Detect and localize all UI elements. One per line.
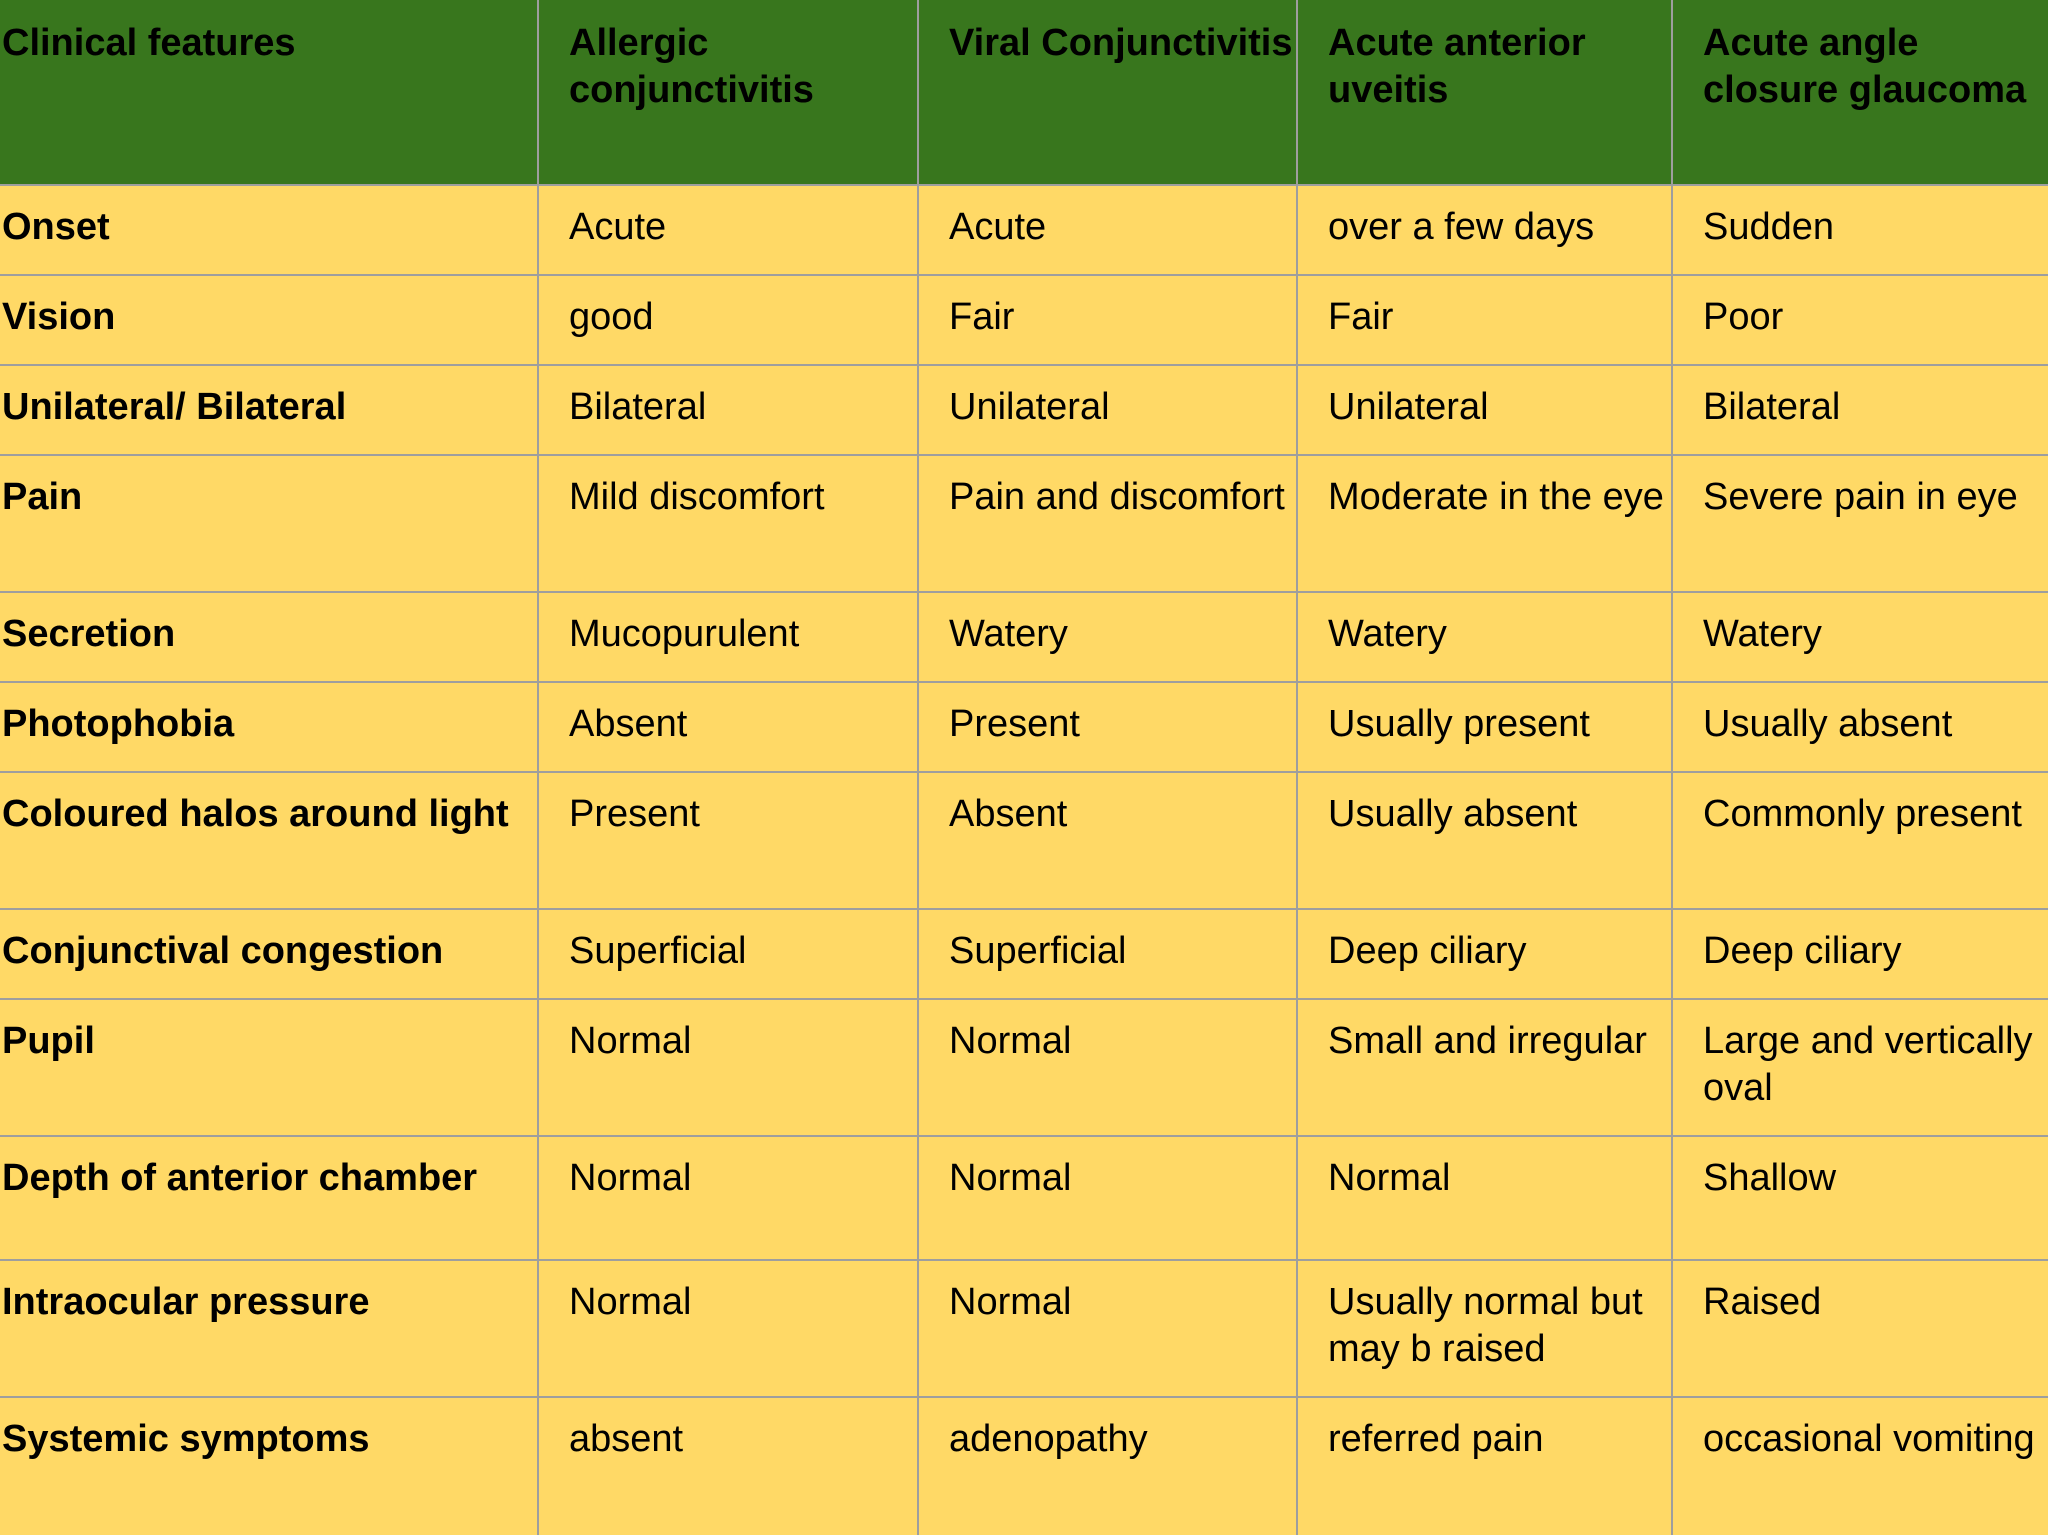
table-cell: absent: [537, 1396, 919, 1535]
table-cell: Unilateral: [917, 364, 1298, 456]
feature-cell: Coloured halos around light: [0, 771, 539, 910]
table-cell: Normal: [917, 998, 1298, 1137]
table-cell: Bilateral: [1671, 364, 2048, 456]
feature-cell: Secretion: [0, 591, 539, 683]
feature-cell: Conjunctival congestion: [0, 908, 539, 1000]
header-cell-clinical-features: Clinical features: [0, 0, 539, 186]
table-cell: Acute: [917, 184, 1298, 276]
table-row: Intraocular pressure Normal Normal Usual…: [0, 1259, 2048, 1398]
table-cell: referred pain: [1296, 1396, 1673, 1535]
table-cell: Shallow: [1671, 1135, 2048, 1261]
table-cell: Raised: [1671, 1259, 2048, 1398]
feature-cell: Photophobia: [0, 681, 539, 773]
table-cell: Small and irregular: [1296, 998, 1673, 1137]
table-cell: Watery: [917, 591, 1298, 683]
table-cell: Usually normal but may b raised: [1296, 1259, 1673, 1398]
feature-cell: Pain: [0, 454, 539, 593]
table-cell: Present: [917, 681, 1298, 773]
header-cell-acute-angle-closure-glaucoma: Acute angle closure glaucoma: [1671, 0, 2048, 186]
table-cell: Normal: [917, 1259, 1298, 1398]
table-row: Secretion Mucopurulent Watery Watery Wat…: [0, 591, 2048, 683]
feature-cell: Intraocular pressure: [0, 1259, 539, 1398]
table-cell: Watery: [1671, 591, 2048, 683]
table-cell: Pain and discomfort: [917, 454, 1298, 593]
table-cell: good: [537, 274, 919, 366]
table-cell: Deep ciliary: [1671, 908, 2048, 1000]
table-cell: Normal: [917, 1135, 1298, 1261]
table-row: Coloured halos around light Present Abse…: [0, 771, 2048, 910]
feature-cell: Depth of anterior chamber: [0, 1135, 539, 1261]
header-cell-acute-anterior-uveitis: Acute anterior uveitis: [1296, 0, 1673, 186]
header-row: Clinical features Allergic conjunctiviti…: [0, 0, 2048, 186]
table-cell: Superficial: [917, 908, 1298, 1000]
table-row: Depth of anterior chamber Normal Normal …: [0, 1135, 2048, 1261]
table-cell: Usually present: [1296, 681, 1673, 773]
table-row: Systemic symptoms absent adenopathy refe…: [0, 1396, 2048, 1535]
table-cell: Fair: [1296, 274, 1673, 366]
table-cell: Acute: [537, 184, 919, 276]
table-row: Conjunctival congestion Superficial Supe…: [0, 908, 2048, 1000]
table-cell: Watery: [1296, 591, 1673, 683]
table-cell: Sudden: [1671, 184, 2048, 276]
feature-cell: Pupil: [0, 998, 539, 1137]
table-cell: Usually absent: [1671, 681, 2048, 773]
table-cell: Normal: [537, 1135, 919, 1261]
table-cell: Poor: [1671, 274, 2048, 366]
table-cell: Large and vertically oval: [1671, 998, 2048, 1137]
table-cell: Normal: [1296, 1135, 1673, 1261]
feature-cell: Unilateral/ Bilateral: [0, 364, 539, 456]
table-row: Photophobia Absent Present Usually prese…: [0, 681, 2048, 773]
table-row: Pupil Normal Normal Small and irregular …: [0, 998, 2048, 1137]
table-cell: Normal: [537, 1259, 919, 1398]
table-row: Onset Acute Acute over a few days Sudden: [0, 184, 2048, 276]
table-row: Pain Mild discomfort Pain and discomfort…: [0, 454, 2048, 593]
table-cell: Moderate in the eye: [1296, 454, 1673, 593]
feature-cell: Systemic symptoms: [0, 1396, 539, 1535]
header-cell-viral-conjunctivitis: Viral Conjunctivitis: [917, 0, 1298, 186]
table-cell: Absent: [917, 771, 1298, 910]
table-cell: Deep ciliary: [1296, 908, 1673, 1000]
table-cell: adenopathy: [917, 1396, 1298, 1535]
table-cell: occasional vomiting: [1671, 1396, 2048, 1535]
table-cell: Fair: [917, 274, 1298, 366]
table-cell: Mild discomfort: [537, 454, 919, 593]
table-cell: Normal: [537, 998, 919, 1137]
table-cell: Present: [537, 771, 919, 910]
table-row: Unilateral/ Bilateral Bilateral Unilater…: [0, 364, 2048, 456]
table-cell: Superficial: [537, 908, 919, 1000]
table-cell: over a few days: [1296, 184, 1673, 276]
table-cell: Mucopurulent: [537, 591, 919, 683]
table-cell: Unilateral: [1296, 364, 1673, 456]
table-cell: Severe pain in eye: [1671, 454, 2048, 593]
table-cell: Commonly present: [1671, 771, 2048, 910]
feature-cell: Vision: [0, 274, 539, 366]
table-cell: Absent: [537, 681, 919, 773]
table-cell: Usually absent: [1296, 771, 1673, 910]
table-row: Vision good Fair Fair Poor: [0, 274, 2048, 366]
table-cell: Bilateral: [537, 364, 919, 456]
header-cell-allergic-conjunctivitis: Allergic conjunctivitis: [537, 0, 919, 186]
feature-cell: Onset: [0, 184, 539, 276]
